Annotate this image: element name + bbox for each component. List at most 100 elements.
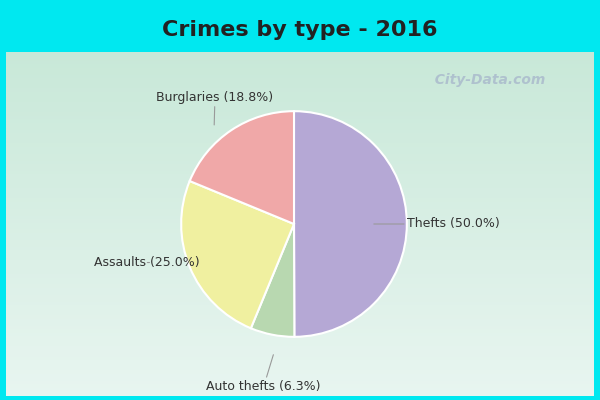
Bar	[6, 104, 594, 107]
Text: Thefts (50.0%): Thefts (50.0%)	[374, 218, 500, 230]
Bar	[6, 272, 594, 276]
Bar	[6, 306, 594, 310]
Bar	[6, 138, 594, 142]
Bar	[6, 327, 594, 331]
Bar	[6, 362, 594, 365]
Wedge shape	[181, 181, 294, 328]
Bar	[6, 97, 594, 100]
Text: Assaults (25.0%): Assaults (25.0%)	[94, 256, 200, 269]
Bar	[6, 100, 594, 104]
Bar	[6, 155, 594, 159]
Bar	[6, 238, 594, 241]
Bar	[6, 365, 594, 368]
Bar	[6, 124, 594, 128]
Text: Burglaries (18.8%): Burglaries (18.8%)	[157, 91, 274, 125]
Bar	[6, 234, 594, 238]
Bar	[6, 90, 594, 93]
Bar	[6, 142, 594, 145]
Bar	[6, 293, 594, 296]
Bar	[6, 107, 594, 110]
Bar	[6, 73, 594, 76]
Bar	[6, 351, 594, 355]
Bar	[6, 56, 594, 59]
Bar	[6, 62, 594, 66]
Bar	[6, 172, 594, 176]
Bar	[6, 117, 594, 121]
Bar	[6, 368, 594, 372]
Bar	[6, 76, 594, 80]
Bar	[6, 200, 594, 203]
Bar	[6, 279, 594, 282]
Bar	[6, 83, 594, 86]
Bar	[6, 128, 594, 131]
Bar	[6, 320, 594, 324]
Bar	[6, 193, 594, 196]
Bar	[6, 169, 594, 172]
Bar	[6, 114, 594, 117]
Bar	[6, 344, 594, 348]
Bar	[6, 245, 594, 248]
Bar	[6, 338, 594, 341]
Wedge shape	[294, 111, 407, 337]
Bar	[6, 252, 594, 255]
Bar	[6, 179, 594, 183]
Bar	[6, 207, 594, 210]
Bar	[6, 217, 594, 220]
Bar	[6, 231, 594, 234]
Bar	[6, 379, 594, 382]
Bar	[6, 203, 594, 207]
Bar	[6, 303, 594, 306]
Bar	[6, 265, 594, 269]
Bar	[6, 248, 594, 252]
Bar	[6, 166, 594, 169]
Bar	[6, 59, 594, 62]
Bar	[6, 162, 594, 166]
Bar	[6, 186, 594, 190]
Bar	[6, 93, 594, 97]
Text: Auto thefts (6.3%): Auto thefts (6.3%)	[206, 355, 321, 393]
Bar	[6, 300, 594, 303]
Text: City-Data.com: City-Data.com	[425, 72, 545, 86]
Bar	[6, 262, 594, 265]
Bar	[6, 224, 594, 228]
Bar	[6, 269, 594, 272]
Bar	[6, 324, 594, 327]
Bar	[6, 375, 594, 379]
Bar	[6, 148, 594, 152]
Bar	[6, 392, 594, 396]
Bar	[6, 341, 594, 344]
Bar	[6, 382, 594, 386]
Bar	[6, 196, 594, 200]
Bar	[6, 80, 594, 83]
Bar	[6, 220, 594, 224]
Bar	[6, 214, 594, 217]
Bar	[6, 121, 594, 124]
Bar	[6, 296, 594, 300]
Bar	[6, 131, 594, 134]
Bar	[6, 134, 594, 138]
Bar	[6, 314, 594, 317]
Bar	[6, 176, 594, 179]
Bar	[6, 159, 594, 162]
Bar	[6, 145, 594, 148]
Bar	[6, 190, 594, 193]
Wedge shape	[251, 224, 295, 337]
Bar	[6, 210, 594, 214]
Bar	[6, 386, 594, 389]
Bar	[6, 334, 594, 338]
Bar	[6, 389, 594, 392]
Bar	[6, 372, 594, 375]
Bar	[6, 282, 594, 286]
Bar	[6, 66, 594, 69]
Bar	[6, 86, 594, 90]
Bar	[6, 241, 594, 245]
Bar	[6, 276, 594, 279]
Bar	[6, 289, 594, 293]
Bar	[6, 228, 594, 231]
Bar	[6, 52, 594, 56]
Bar	[6, 152, 594, 155]
Bar	[6, 286, 594, 289]
Bar	[6, 348, 594, 351]
Bar	[6, 317, 594, 320]
Bar	[6, 110, 594, 114]
